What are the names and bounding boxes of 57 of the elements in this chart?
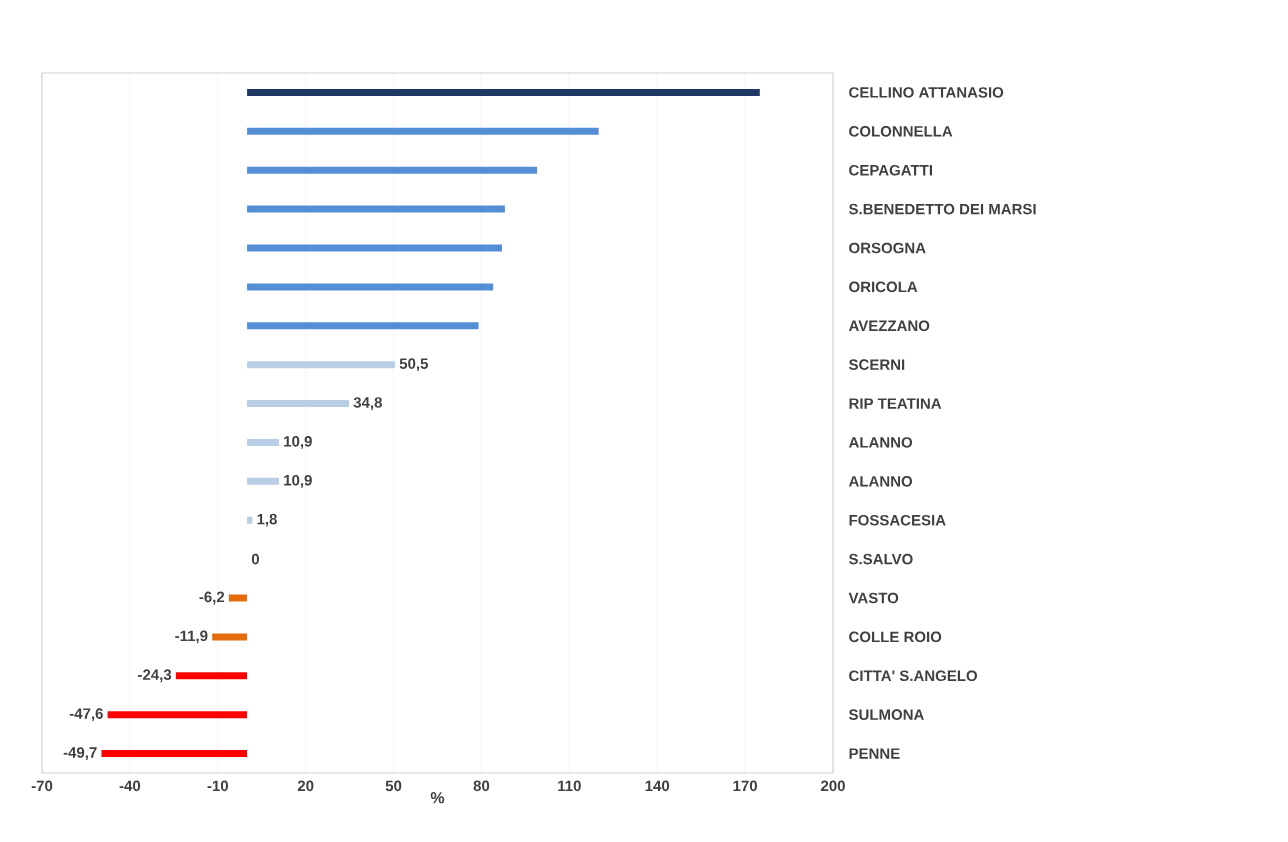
bar (247, 516, 253, 524)
y-tick-label: CELLINO ATTANASIO (849, 87, 1004, 98)
y-tick-label: S.SALVO (848, 553, 913, 565)
bar (247, 477, 280, 485)
x-tick-label: 200 (821, 780, 845, 792)
y-tick-label: ORSOGNA (849, 242, 926, 254)
x-axis-title: % (430, 792, 445, 804)
y-tick-label: AVEZZANO (848, 320, 930, 332)
bar (247, 88, 760, 96)
bar (107, 711, 248, 719)
data-label: -24,3 (138, 669, 172, 683)
y-tick-label: RIP TEATINA (849, 398, 942, 409)
y-tick-label: CEPAGATTI (849, 164, 932, 176)
x-tick-label: 170 (733, 780, 757, 792)
y-tick-label: ALANNO (848, 476, 913, 487)
data-label: -47,6 (69, 708, 103, 722)
y-tick-label: ALANNO (848, 437, 913, 448)
x-tick-label: 80 (473, 780, 490, 792)
y-tick-label: FOSSACESIA (849, 514, 946, 526)
bar (228, 594, 248, 602)
y-tick-label: VASTO (848, 592, 899, 604)
y-tick-label: SCERNI (848, 359, 905, 370)
data-label: 10,9 (284, 436, 312, 449)
data-label: 1,8 (257, 513, 277, 527)
bar (247, 361, 396, 369)
bar (212, 633, 248, 641)
y-tick-label: ORICOLA (849, 281, 918, 293)
y-tick-label: COLLE ROIO (849, 631, 942, 643)
data-label: 34,8 (353, 397, 382, 410)
y-tick-label: S.BENEDETTO DEI MARSI (848, 203, 1036, 215)
data-label: -11,9 (175, 630, 208, 644)
x-tick-label: 50 (385, 780, 402, 792)
data-label: 0 (251, 553, 259, 565)
x-tick-label: 20 (297, 780, 314, 792)
bar (247, 400, 350, 408)
bar (247, 205, 505, 213)
x-tick-label: 140 (645, 780, 670, 792)
x-tick-label: -40 (119, 780, 141, 792)
bar (247, 166, 538, 174)
data-label: -6,2 (199, 591, 225, 605)
bar (101, 750, 248, 758)
y-tick-label: PENNE (849, 748, 900, 759)
bar (247, 283, 494, 291)
x-tick-label: -10 (207, 780, 228, 792)
data-label: -49,7 (63, 747, 97, 760)
y-tick-label: SULMONA (848, 709, 924, 720)
bar (247, 322, 479, 330)
data-label: 10,9 (284, 474, 312, 488)
y-tick-label: COLONNELLA (849, 126, 953, 137)
x-tick-label: -70 (31, 780, 53, 792)
x-tick-label: 110 (558, 780, 581, 792)
bar (247, 127, 599, 135)
y-tick-label: CITTA' S.ANGELO (849, 670, 978, 682)
bar (247, 438, 280, 446)
bar (247, 244, 502, 252)
data-label: 50,5 (399, 358, 428, 372)
bar (175, 672, 248, 680)
